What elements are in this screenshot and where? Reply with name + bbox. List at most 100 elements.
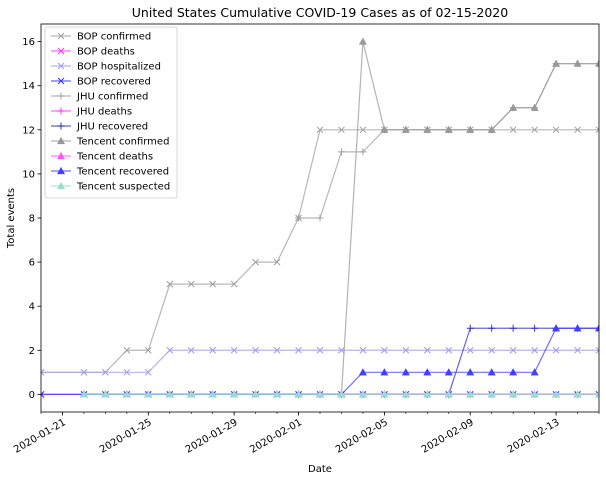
y-tick-label: 8: [29, 214, 35, 225]
data-point: [380, 368, 389, 376]
data-point: [41, 368, 45, 376]
data-point: [444, 125, 453, 133]
data-point: [466, 390, 475, 398]
data-point: [380, 390, 389, 398]
data-point: [594, 59, 599, 67]
x-axis: 2020-01-21 2020-01-25 2020-01-29 2020-02-01…: [12, 412, 600, 456]
legend-frame: [44, 26, 178, 199]
data-point: [187, 280, 195, 288]
data-point: [402, 346, 410, 354]
legend-swatch-marker: [56, 166, 66, 175]
data-point: [316, 346, 324, 354]
data-point: [252, 258, 259, 266]
series-jhu-confirmed: [295, 60, 599, 222]
data-point: [401, 125, 410, 133]
data-point: [531, 324, 539, 332]
plot-area: [41, 37, 599, 398]
data-point: [488, 324, 496, 332]
data-point: [530, 368, 539, 376]
data-point: [381, 346, 388, 354]
series-line: [41, 129, 599, 373]
x-tick-label: 2020-02-05: [334, 417, 390, 456]
legend-label: Tencent deaths: [76, 152, 153, 163]
data-point: [316, 126, 324, 134]
data-point: [358, 390, 367, 398]
data-point: [595, 346, 599, 354]
legend-swatch-marker: [56, 136, 66, 145]
legend-label: JHU recovered: [76, 122, 148, 133]
y-tick-label: 2: [29, 346, 35, 357]
data-point: [423, 368, 432, 376]
legend-label: JHU confirmed: [76, 92, 148, 103]
legend-label: Tencent recovered: [76, 167, 169, 178]
data-point: [295, 346, 302, 354]
legend-swatch-marker: [57, 122, 65, 130]
legend-entry: JHU confirmed: [51, 92, 148, 103]
data-point: [144, 368, 152, 376]
data-point: [358, 37, 367, 45]
data-point: [487, 368, 496, 376]
legend-entry: Tencent deaths: [51, 152, 153, 163]
data-point: [294, 390, 303, 398]
data-point: [358, 368, 367, 376]
y-tick-label: 0: [29, 390, 35, 401]
data-point: [187, 346, 195, 354]
data-point: [552, 346, 560, 354]
data-point: [401, 368, 410, 376]
data-point: [295, 214, 303, 222]
data-point: [509, 324, 517, 332]
legend-label: BOP hospitalized: [77, 62, 161, 73]
y-tick-label: 14: [22, 81, 35, 92]
series-jhu-recovered: [295, 324, 599, 398]
legend-entry: JHU deaths: [51, 107, 132, 118]
legend-swatch-marker: [56, 151, 66, 160]
x-tick-label: 2020-01-29: [184, 417, 240, 456]
data-point: [359, 148, 367, 156]
legend-entry: BOP hospitalized: [51, 62, 161, 73]
data-point: [488, 346, 496, 354]
data-point: [187, 390, 196, 398]
data-point: [273, 346, 281, 354]
legend-entry: BOP recovered: [51, 77, 151, 88]
data-point: [487, 125, 496, 133]
data-point: [509, 368, 518, 376]
legend-swatch-marker: [57, 32, 65, 40]
data-point: [445, 346, 453, 354]
plot-frame: [40, 23, 600, 413]
legend-label: JHU deaths: [76, 107, 132, 118]
data-point: [509, 103, 518, 111]
legend-swatch-marker: [56, 181, 66, 190]
data-point: [401, 390, 410, 398]
legend-label: BOP recovered: [77, 77, 151, 88]
data-point: [573, 59, 582, 67]
legend-entry: Tencent suspected: [51, 182, 170, 193]
chart-title: United States Cumulative COVID-19 Cases …: [132, 5, 508, 20]
data-point: [359, 346, 367, 354]
data-point: [573, 324, 582, 332]
x-tick-label: 2020-02-13: [506, 417, 562, 456]
legend-swatch-marker: [57, 92, 65, 100]
data-point: [166, 346, 174, 354]
data-point: [423, 125, 432, 133]
data-point: [595, 126, 599, 134]
data-point: [466, 368, 475, 376]
series-line: [41, 349, 599, 373]
data-point: [101, 390, 110, 398]
data-point: [80, 368, 88, 376]
legend-entry: Tencent confirmed: [51, 137, 169, 148]
x-tick-label: 2020-02-01: [248, 417, 304, 456]
series-tencent-suspected: [79, 390, 599, 398]
legend-swatch-marker: [57, 47, 65, 55]
legend-entry: JHU recovered: [51, 122, 148, 133]
y-tick-label: 10: [22, 169, 35, 180]
data-point: [594, 390, 599, 398]
data-point: [41, 391, 45, 398]
y-tick-label: 4: [29, 302, 35, 313]
series-line: [83, 327, 599, 395]
data-point: [337, 148, 345, 156]
data-point: [273, 390, 282, 398]
data-point: [144, 390, 153, 398]
data-point: [466, 324, 474, 332]
data-point: [509, 126, 517, 134]
